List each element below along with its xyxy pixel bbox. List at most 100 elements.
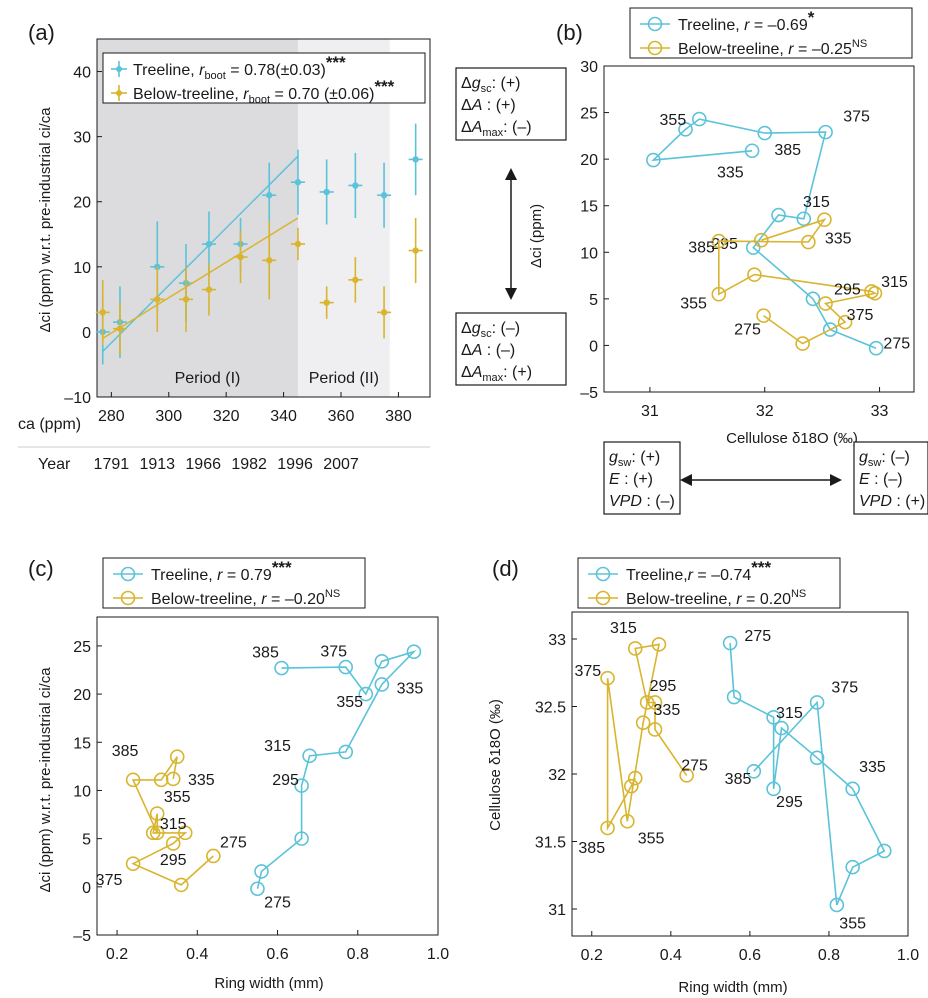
period-1-label: Period (I) [175,370,241,387]
point-label: 375 [847,307,874,324]
data-point [795,336,810,351]
data-point [145,825,161,841]
data-point [627,641,643,656]
data-point [153,772,169,788]
x-tick-label: 380 [385,408,412,425]
point-label: 385 [112,743,139,760]
data-point [647,722,663,737]
legend-box [577,557,841,609]
data-point [774,720,789,736]
data-point [254,864,269,879]
data-point [323,299,330,306]
panel-c-x-ticks: 0.2 0.4 0.6 0.8 1.0 [106,930,449,963]
series-treeline: 275 295 315 335 355 375 385 [250,644,423,911]
year-tick-label: 2007 [323,456,359,473]
data-point [647,695,663,710]
data-point [623,778,639,794]
data-point [412,247,419,254]
panel-a: (a) –10 0 10 20 30 40 280 300 320 340 360 380 Δci … [18,20,431,473]
panel-d-legend: Treeline,r = –0.74*** Below-treeline, r =… [577,557,841,609]
panel-c-x-label: Ring width (mm) [214,975,323,992]
data-point [711,233,727,249]
panel-c-label: (c) [28,556,54,581]
panel-a-marks [95,123,423,365]
legend-entry: Below-treeline, r = –0.20NS [151,588,340,608]
point-label: 385 [688,240,715,257]
year-tick-label: 1996 [277,456,313,473]
data-point [352,182,359,189]
annotation-row: gsw: (–) [859,449,910,469]
data-point [165,836,181,851]
series-line [256,650,417,889]
data-point [237,253,244,261]
point-label: 275 [883,336,910,353]
data-point [753,232,769,248]
point-label: 375 [831,679,858,696]
data-point [722,635,738,651]
data-point [620,813,635,829]
series-line [131,756,214,886]
panel-b-legend: Treeline, r = –0.69* Below-treeline, r = … [629,7,913,59]
point-label: 295 [776,794,803,811]
data-point [845,859,860,875]
y-tick-label: 33 [548,632,566,649]
panel-b-label: (b) [556,20,583,45]
x-tick-label: 0.6 [266,946,288,963]
legend-box [102,557,366,609]
data-point [766,709,781,725]
point-label: 335 [717,164,744,181]
panel-d-label: (d) [492,556,519,581]
data-point [294,778,309,793]
year-tick-label: 1966 [185,456,221,473]
data-point [818,296,833,311]
point-label: 355 [638,830,665,847]
legend-box [102,52,426,104]
point-label: 295 [160,852,187,869]
right-arrow-icon [830,474,842,486]
x-tick-label: 340 [270,408,297,425]
data-point [766,781,781,797]
data-point [726,689,742,705]
data-point [744,143,760,159]
data-point [294,240,302,248]
annotation-row: Δgsc: (–) [461,320,520,340]
data-point [154,296,161,303]
panel-b: (b) –5 0 5 10 15 20 25 30 31 32 33 Cellulose δ18O… [455,7,928,515]
data-point [182,296,190,303]
data-point [747,267,762,282]
year-tick-label: 1982 [231,456,267,473]
data-point [627,770,643,786]
panel-d-y-label: Cellulose δ18O (‰) [487,699,504,831]
point-label: 355 [680,296,707,313]
point-label: 385 [774,142,801,159]
year-tick-label: 1791 [94,456,130,473]
panel-d-y-ticks: 31 31.5 32 32.5 33 [535,632,577,919]
point-label: 355 [660,112,687,129]
data-point [380,192,388,199]
y-tick-label: 5 [82,832,91,849]
data-point [746,763,762,779]
legend-entry: Treeline,r = –0.74*** [626,558,771,584]
annotation-box [455,67,567,141]
data-point [374,677,390,692]
up-arrow-icon [505,168,517,180]
legend-entry: Treeline, rboot = 0.78(±0.03)*** [133,53,346,82]
data-point [338,744,354,760]
x-tick-label: 0.2 [581,947,603,964]
legend-entry: Below-treeline, rboot = 0.70 (±0.06)*** [133,77,395,106]
x-tick-label: 0.8 [347,946,369,963]
y-tick-label: 32 [548,767,566,784]
data-point [99,309,106,316]
point-label: 385 [578,840,605,857]
data-point [406,644,422,659]
right-box: gsw: (–) E : (–) VPD : (+) [853,441,928,515]
x-tick-label: 0.4 [186,946,208,963]
data-point [809,750,825,766]
series-line [717,218,878,345]
data-point [266,192,273,199]
data-point [380,309,388,316]
series-treeline: 275 295 315 335 355 375 385 [722,628,892,933]
